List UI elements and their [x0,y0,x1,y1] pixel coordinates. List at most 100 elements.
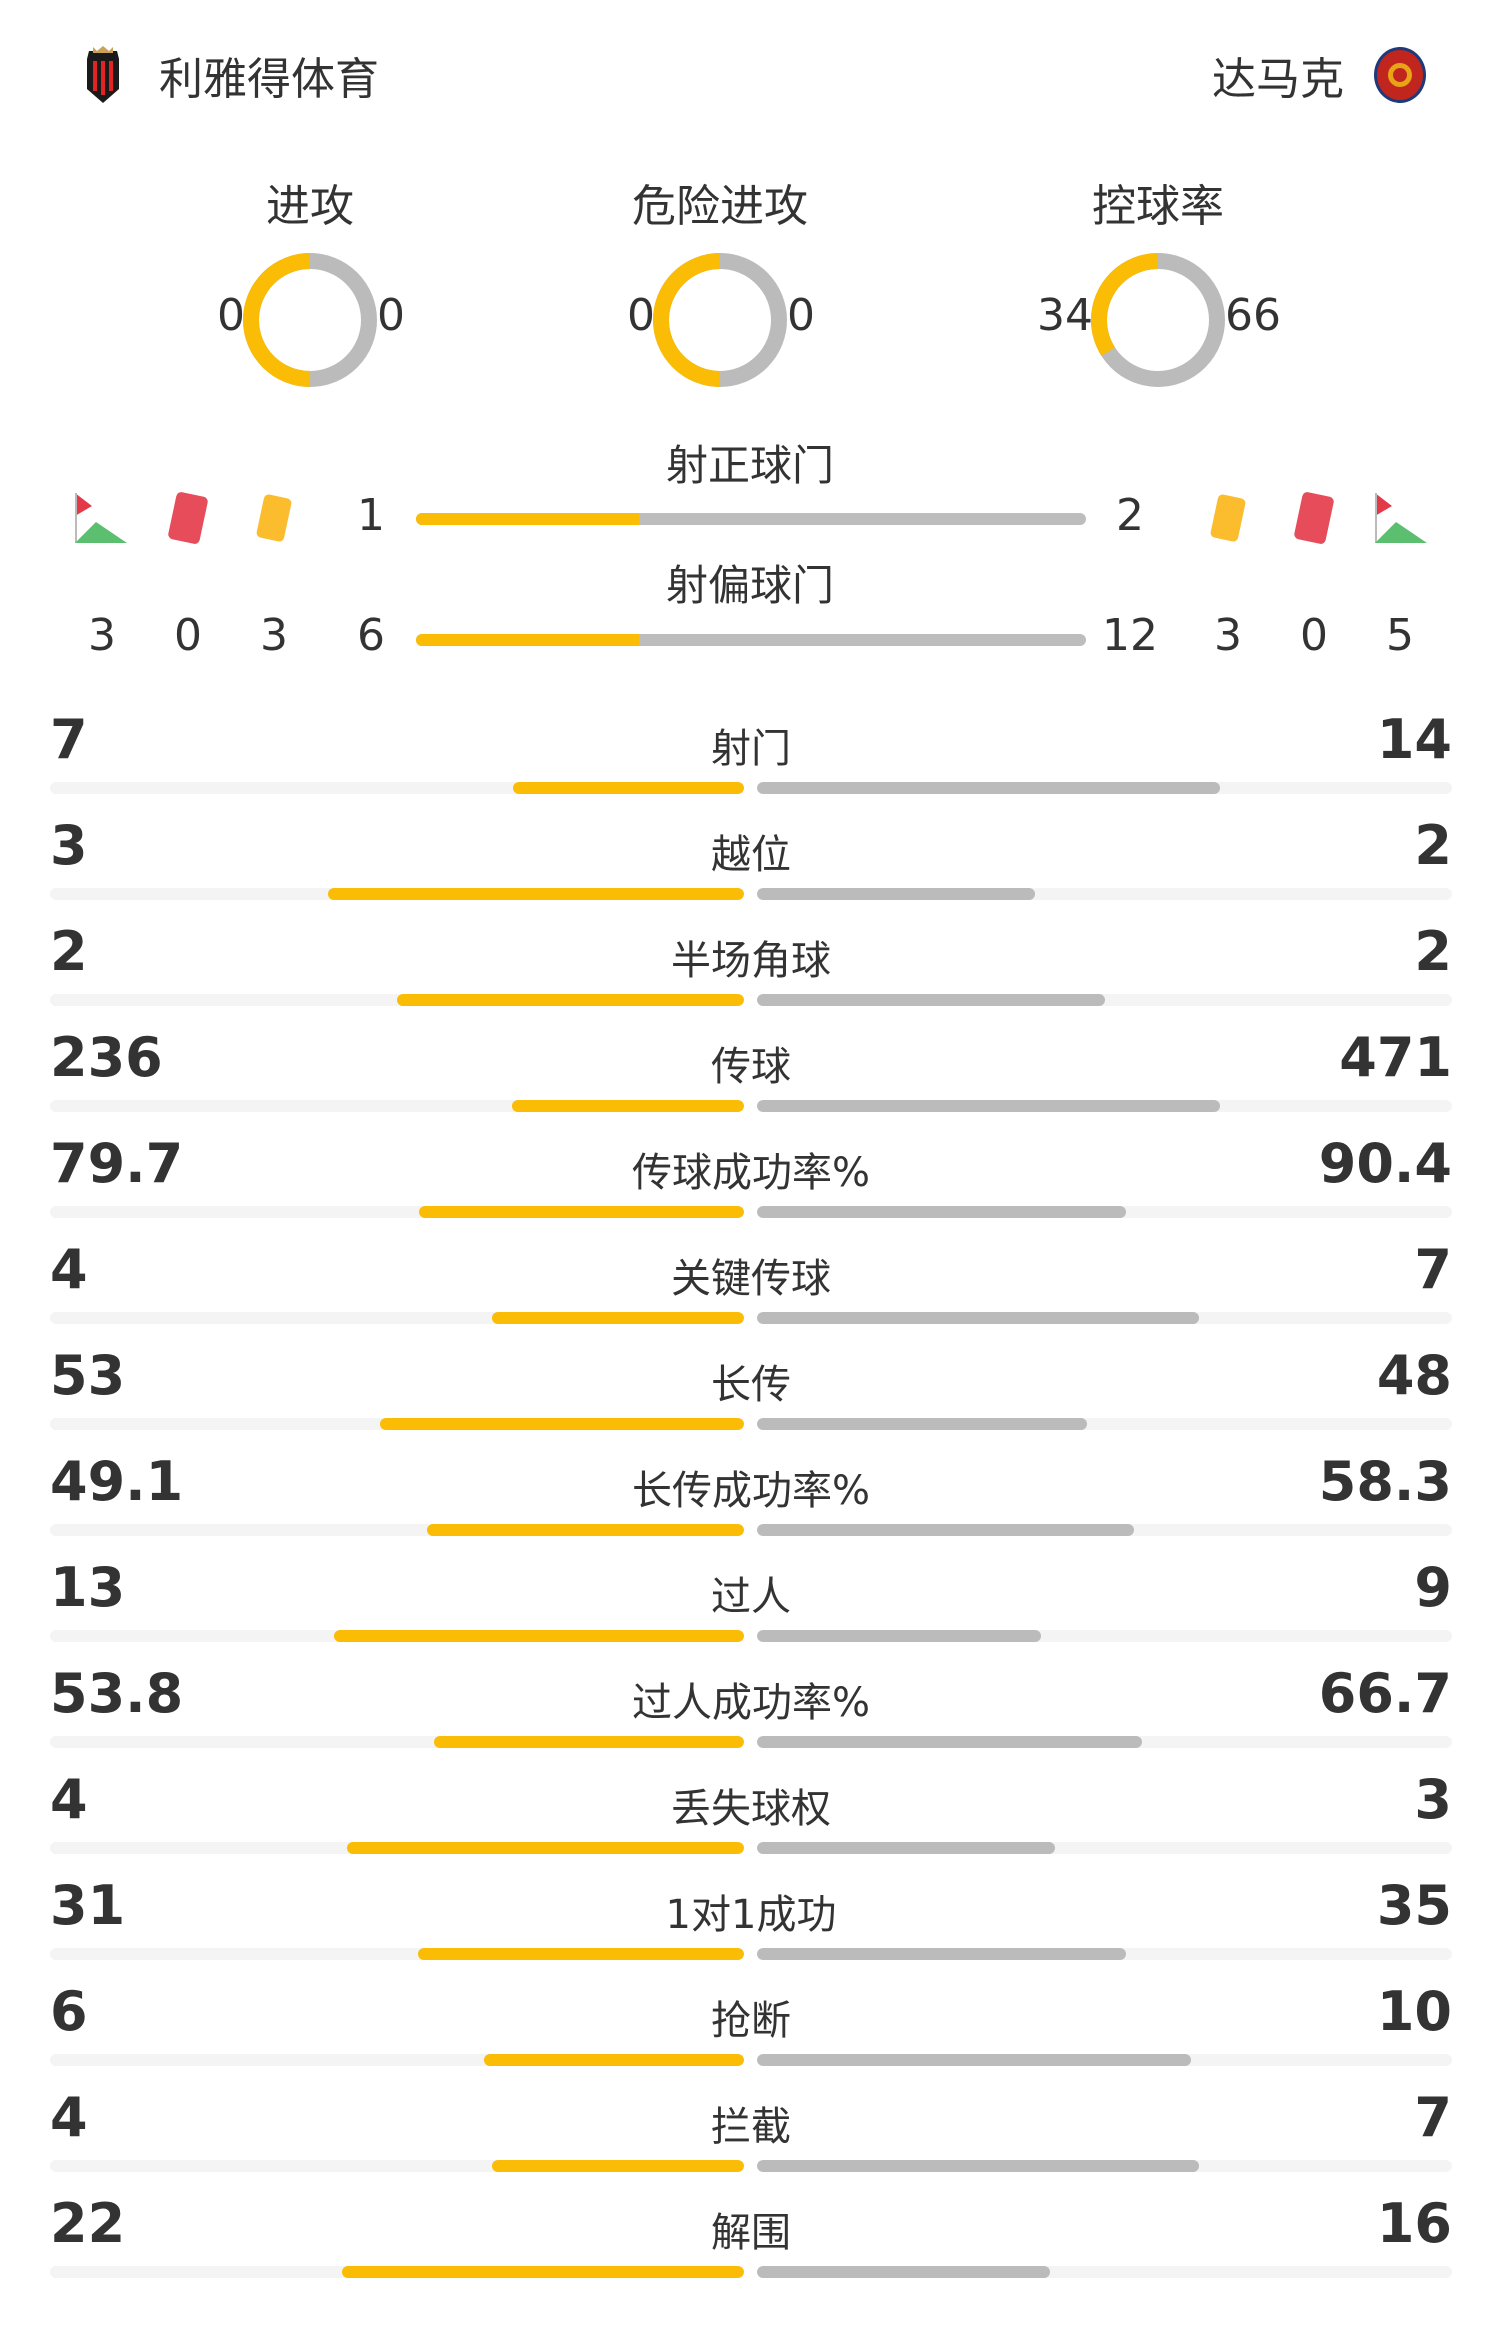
away-yellow-cards-count: 3 [1214,610,1242,661]
donut-home-arc [653,253,787,387]
stat-away-track [757,782,1452,794]
donut-home-value: 0 [627,290,655,341]
stat-away-value: 66.7 [1318,1662,1452,1725]
stat-home-value: 53.8 [50,1662,184,1725]
stat-home-track [50,2266,744,2278]
away-team-logo-icon [1374,47,1426,103]
stat-away-bar [757,1312,1200,1324]
stat-away-track [757,1312,1452,1324]
stat-label: 传球成功率% [631,1150,870,1196]
stat-home-bar [397,994,744,1006]
stat-away-track [757,1206,1452,1218]
stat-label: 越位 [711,832,791,878]
stat-label: 过人 [711,1574,791,1620]
stat-away-value: 90.4 [1318,1132,1452,1195]
stat-away-value: 2 [1414,920,1452,983]
stat-home-value: 22 [50,2192,126,2255]
stat-away-bar [757,1948,1126,1960]
stat-home-bar [342,2266,744,2278]
stat-home-value: 4 [50,2086,88,2149]
stat-away-track [757,1418,1452,1430]
shots-on-target-home: 1 [357,490,385,541]
stat-row: 6 抢断 10 [50,1980,1452,2080]
stat-label: 长传 [711,1362,791,1408]
stat-home-value: 31 [50,1874,126,1937]
stat-away-track [757,2054,1452,2066]
donut-away-value: 0 [787,290,815,341]
stat-home-value: 79.7 [50,1132,184,1195]
stat-home-bar [347,1842,744,1854]
shots-on-target-home-fill [416,513,640,525]
shots-on-target-bar [416,513,1086,525]
stat-row: 2 半场角球 2 [50,920,1452,1020]
stat-row: 236 传球 471 [50,1026,1452,1126]
stat-home-track [50,1100,744,1112]
stat-home-value: 4 [50,1238,88,1301]
stat-home-track [50,782,744,794]
stat-home-track [50,1948,744,1960]
stat-away-bar [757,2054,1192,2066]
stat-home-track [50,1524,744,1536]
stat-away-value: 16 [1376,2192,1452,2255]
stat-away-bar [757,2266,1050,2278]
stat-away-value: 14 [1376,708,1452,771]
donut-home-arc [243,253,377,387]
stat-away-track [757,1842,1452,1854]
stat-away-track [757,1630,1452,1642]
donut-title: 进攻 [266,181,354,232]
donut-chart [243,253,377,387]
stat-away-value: 471 [1339,1026,1452,1089]
away-team-name: 达马克 [1212,54,1344,105]
stat-row: 79.7 传球成功率% 90.4 [50,1132,1452,1232]
away-corner-flag-icon [1375,493,1427,543]
stat-away-value: 7 [1414,2086,1452,2149]
stat-away-track [757,1948,1452,1960]
stat-home-value: 53 [50,1344,126,1407]
stat-home-bar [434,1736,744,1748]
stat-home-bar [379,1418,744,1430]
stat-away-track [757,1524,1452,1536]
stat-away-value: 35 [1376,1874,1452,1937]
stat-away-bar [757,1842,1055,1854]
stat-home-bar [483,2054,744,2066]
stat-home-value: 6 [50,1980,88,2043]
home-red-card-icon [168,492,208,544]
stat-away-bar [757,1206,1127,1218]
stat-away-track [757,2266,1452,2278]
stat-away-value: 2 [1414,814,1452,877]
home-team-logo-icon [87,46,119,103]
stat-label: 丢失球权 [671,1786,831,1832]
stat-away-bar [757,782,1221,794]
stat-label: 抢断 [711,1998,791,2044]
stat-row: 4 拦截 7 [50,2086,1452,2186]
home-team-name: 利雅得体育 [159,54,379,105]
stat-home-bar [426,1524,744,1536]
stat-away-value: 10 [1376,1980,1452,2043]
stat-away-track [757,1100,1452,1112]
stat-home-track [50,1842,744,1854]
stat-home-track [50,994,744,1006]
stat-away-track [757,1736,1452,1748]
stat-away-bar [757,2160,1200,2172]
stat-home-value: 49.1 [50,1450,184,1513]
stat-label: 解围 [711,2210,791,2256]
stat-home-track [50,2160,744,2172]
stat-home-track [50,1736,744,1748]
stat-home-track [50,888,744,900]
stat-away-bar [757,1630,1042,1642]
stat-row: 7 射门 14 [50,708,1452,808]
stat-home-track [50,1206,744,1218]
stat-label: 半场角球 [671,938,831,984]
stat-home-bar [333,1630,744,1642]
stat-away-bar [757,994,1105,1006]
stat-label: 长传成功率% [631,1468,870,1514]
stat-away-value: 58.3 [1318,1450,1452,1513]
stat-home-bar [491,2160,744,2172]
stat-away-value: 9 [1414,1556,1452,1619]
stat-home-value: 3 [50,814,88,877]
stat-away-bar [757,1418,1088,1430]
stat-home-value: 13 [50,1556,126,1619]
stat-away-track [757,994,1452,1006]
shots-off-target-title: 射偏球门 [665,561,834,610]
stat-label: 关键传球 [671,1256,831,1302]
